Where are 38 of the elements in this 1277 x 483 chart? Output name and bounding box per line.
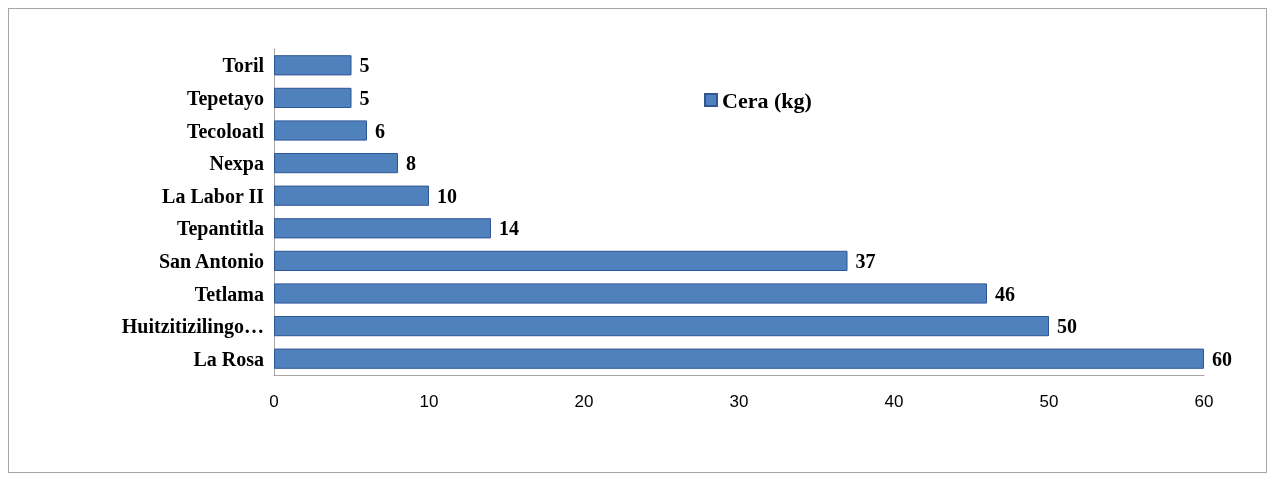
x-tick-label: 0 <box>269 392 279 411</box>
x-tick-label: 40 <box>884 392 904 411</box>
y-tick-label: La Rosa <box>193 347 264 370</box>
data-label: 10 <box>437 184 457 207</box>
bar <box>274 185 429 206</box>
y-tick-label: Tepetayo <box>186 86 264 110</box>
x-tick-label: 60 <box>1194 392 1214 411</box>
bar <box>274 55 352 76</box>
bar <box>274 283 987 304</box>
bar <box>274 250 848 272</box>
data-label: 50 <box>1057 315 1077 338</box>
bar <box>274 315 1049 337</box>
data-label: 8 <box>406 152 416 175</box>
x-tick-label: 20 <box>574 392 594 411</box>
y-tick-label: Tecoloatl <box>186 119 265 142</box>
x-tick-label: 10 <box>419 392 439 411</box>
x-tick-label: 50 <box>1039 392 1059 411</box>
y-tick-label: Toril <box>222 54 265 77</box>
bar <box>274 120 367 141</box>
y-tick-label: Huitzitizilingo… <box>121 315 264 339</box>
data-label: 14 <box>499 217 519 240</box>
bar <box>274 87 352 109</box>
legend-label: Cera (kg) <box>722 87 812 113</box>
data-label: 6 <box>375 119 385 142</box>
bar <box>274 348 1204 369</box>
y-tick-label: San Antonio <box>158 249 264 272</box>
bar <box>274 152 398 174</box>
y-tick-label: Tetlama <box>194 282 264 305</box>
data-label: 5 <box>359 54 370 77</box>
data-label: 60 <box>1212 347 1232 370</box>
y-tick-label: La Labor II <box>162 184 265 207</box>
y-tick-label: Tepantitla <box>176 217 264 241</box>
data-label: 5 <box>359 86 370 109</box>
data-label: 46 <box>995 282 1015 305</box>
y-tick-label: Nexpa <box>209 152 264 176</box>
x-tick-label: 30 <box>729 392 749 411</box>
data-label: 37 <box>855 249 876 272</box>
bar <box>274 218 491 239</box>
